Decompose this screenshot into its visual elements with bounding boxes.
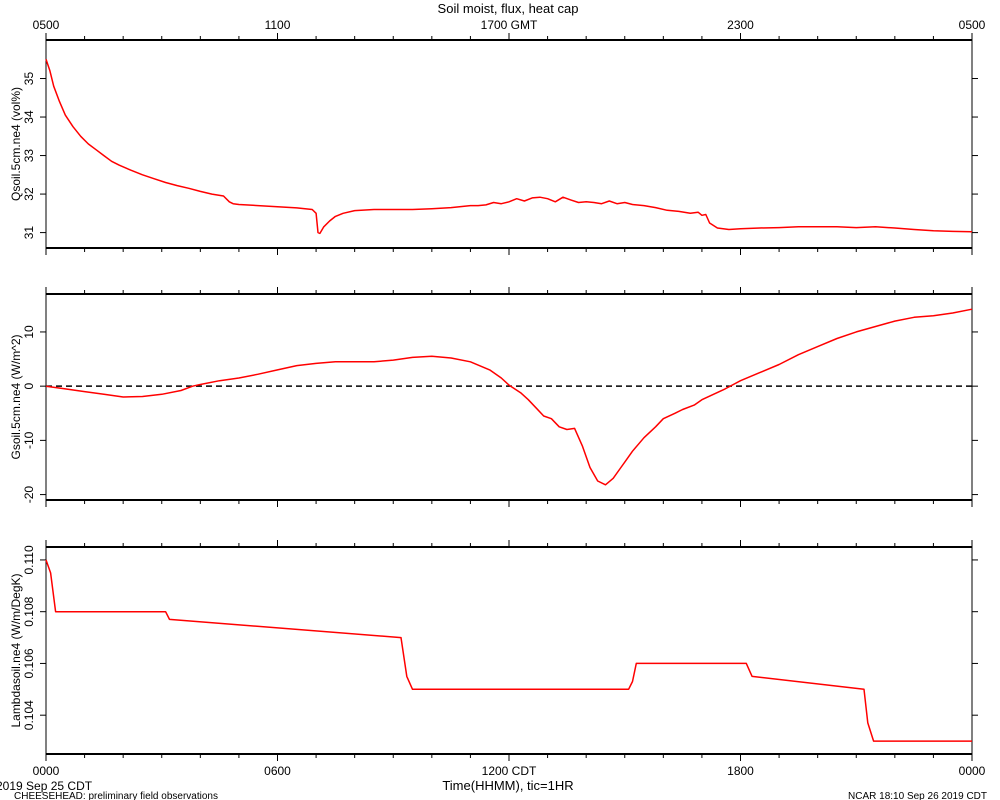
y-axis-label: Gsoil.5cm.ne4 (W/m^2) — [9, 335, 23, 460]
y-tick-label: 33 — [22, 149, 36, 163]
y-tick-label: 34 — [22, 110, 36, 124]
y-tick-label: 10 — [22, 325, 36, 339]
x-axis-label: Time(HHMM), tic=1HR — [442, 778, 573, 793]
y-tick-label: 35 — [22, 72, 36, 86]
y-axis-label: Lambdasoil.ne4 (W/m/DegK) — [9, 573, 23, 727]
chart-title: Soil moist, flux, heat cap — [438, 1, 579, 16]
footer-project: CHEESEHEAD: preliminary field observatio… — [14, 791, 218, 800]
y-tick-label: -10 — [22, 431, 36, 449]
y-tick-label: 0 — [22, 383, 36, 390]
y-tick-label: 0.108 — [22, 596, 36, 626]
bottom-tick-label: 0000 — [33, 764, 60, 778]
y-tick-label: -20 — [22, 486, 36, 504]
top-axis-tick-labels: 0500 1100 1700 GMT 2300 0500 — [33, 18, 986, 32]
series-line — [45, 559, 972, 742]
top-tick-label: 2300 — [727, 18, 754, 32]
series-line — [45, 59, 973, 235]
top-tick-label: 1100 — [265, 18, 291, 32]
bottom-tick-label: 1200 CDT — [482, 764, 537, 778]
y-tick-label: 0.110 — [22, 545, 36, 574]
panel-frame — [45, 546, 973, 755]
footer-date: 2019 Sep 25 CDT — [0, 779, 93, 793]
y-axis-label: Qsoil.5cm.ne4 (vol%) — [9, 87, 23, 201]
series-line — [45, 308, 973, 486]
top-tick-label: 0500 — [959, 18, 986, 32]
top-tick-label: 1700 GMT — [481, 18, 538, 32]
footer-credit: NCAR 18:10 Sep 26 2019 CDT — [848, 791, 987, 800]
bottom-tick-label: 0600 — [264, 764, 291, 778]
panel-frame — [45, 293, 973, 501]
y-tick-label: 31 — [22, 226, 36, 240]
y-tick-label: 0.106 — [22, 648, 36, 678]
bottom-tick-label: 1800 — [727, 764, 754, 778]
y-tick-label: 32 — [22, 187, 36, 201]
panel-frame — [45, 39, 973, 249]
bottom-tick-label: 0000 — [959, 764, 986, 778]
y-tick-label: 0.104 — [22, 700, 36, 730]
bottom-axis-tick-labels: 0000 0600 1200 CDT 1800 0000 — [33, 764, 986, 778]
top-tick-label: 0500 — [33, 18, 60, 32]
